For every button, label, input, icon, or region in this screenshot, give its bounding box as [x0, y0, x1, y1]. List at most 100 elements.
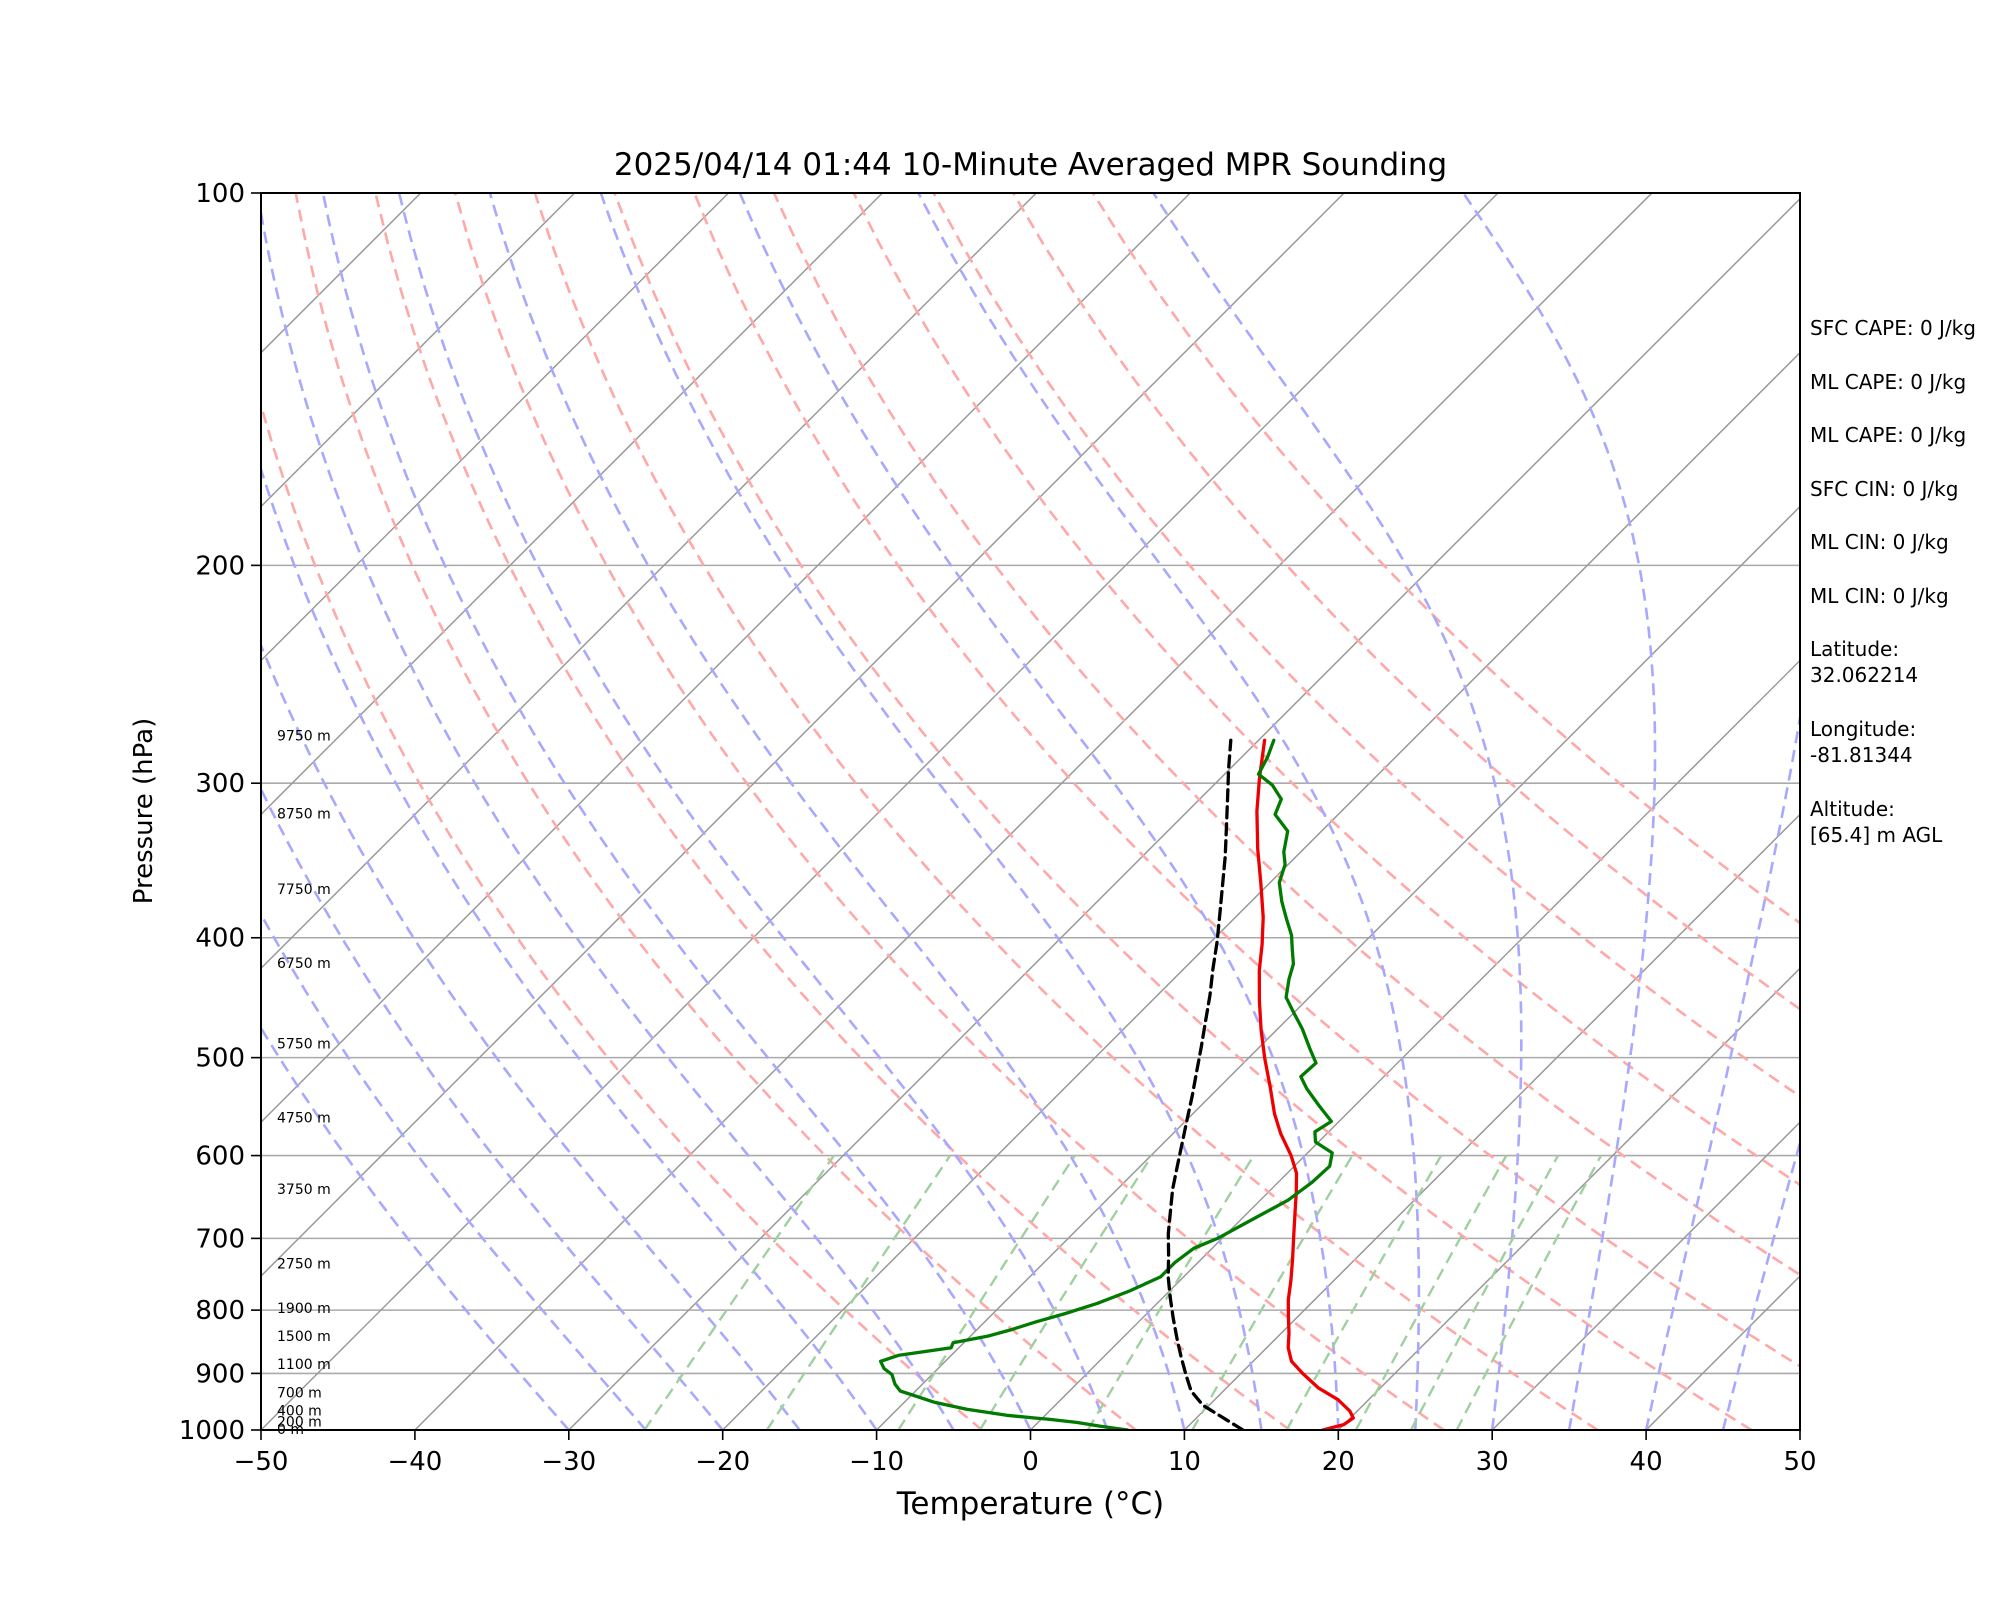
height-label: 1100 m [277, 1357, 331, 1373]
ml-cin: ML CIN: 0 J/kg [1810, 530, 1949, 554]
moist-adiabat-line [397, 193, 1109, 1430]
height-label: 8750 m [277, 807, 331, 823]
moist-adiabat-line [261, 911, 647, 1430]
dry-adiabat-line [693, 193, 1800, 1368]
moist-adiabat-line [917, 193, 1421, 1430]
x-tick-label: 50 [1783, 1447, 1816, 1477]
ml-cape: ML CAPE: 0 J/kg [1810, 369, 1967, 394]
isotherm-line [1183, 813, 1800, 1430]
moist-adiabat-line [1462, 193, 1657, 1430]
dry-adiabat-line [852, 193, 1800, 1187]
dry-adiabat-line [772, 193, 1800, 1277]
isotherm-line [1337, 967, 1800, 1430]
y-tick-label: 900 [195, 1359, 245, 1389]
latitude-value: 32.062214 [1810, 663, 1919, 687]
dry-adiabat-line [294, 193, 1137, 1430]
longitude-label: Longitude: [1810, 717, 1917, 741]
isotherm-line [261, 193, 883, 816]
height-label: 3750 m [277, 1182, 331, 1198]
y-tick-label: 600 [195, 1142, 245, 1172]
mixing-ratio-line [765, 1154, 952, 1430]
dry-adiabat-line [613, 193, 1753, 1430]
sounding-parameters: SFC CAPE: 0 J/kg ML CAPE: 0 J/kg ML CAPE… [1810, 315, 1995, 876]
x-tick-label: −50 [234, 1447, 289, 1477]
mixing-ratio-line [643, 1154, 835, 1430]
isotherm-line [876, 505, 1800, 1430]
sfc-cape: SFC CAPE: 0 J/kg [1810, 316, 1976, 340]
x-tick-label: −10 [849, 1447, 904, 1477]
isotherm-line [261, 193, 1037, 970]
plot-frame [260, 192, 1801, 1431]
height-label: 6750 m [277, 956, 331, 972]
height-labels: 9750 m 8750 m 7750 m 6750 m 5750 m 4750 m 3750… [277, 729, 331, 1439]
x-tick-label: 20 [1322, 1447, 1355, 1477]
mixing-ratio-line [1455, 1155, 1603, 1430]
altitude-block: Altitude: [65.4] m AGL [1810, 796, 1995, 876]
moist-adiabat-line [261, 642, 801, 1430]
moist-adiabat-line [1644, 710, 1800, 1430]
isotherm-line [261, 193, 576, 508]
isotherm-line [414, 193, 1653, 1430]
parcel-path-line [1166, 738, 1245, 1430]
isotherm-line [261, 193, 1345, 1278]
x-tick-label: −30 [541, 1447, 596, 1477]
x-axis-label: Temperature (°C) [896, 1486, 1165, 1522]
longitude-value: -81.81344 [1810, 743, 1913, 767]
moist-adiabat-line [261, 465, 878, 1430]
height-label: 1500 m [277, 1329, 331, 1345]
altitude-label: Altitude: [1810, 797, 1895, 821]
height-label: 9750 m [277, 729, 331, 745]
dry-adiabat-line [374, 193, 1291, 1430]
isotherm-line [261, 193, 730, 662]
isotherm-line [1029, 659, 1800, 1430]
x-tick-label: 10 [1168, 1447, 1201, 1477]
isotherm-line [568, 197, 1800, 1430]
height-label: 700 m [277, 1385, 322, 1401]
y-tick-label: 100 [195, 179, 245, 209]
x-tick-label: −40 [387, 1447, 442, 1477]
y-tick-label: 1000 [179, 1416, 245, 1446]
mixing-ratio-line [978, 1154, 1153, 1430]
altitude-value: [65.4] m AGL [1810, 823, 1943, 847]
latitude-block: Latitude: 32.062214 [1810, 636, 1995, 716]
mixing-ratio-line [1086, 1154, 1255, 1430]
y-tick-label: 400 [195, 924, 245, 954]
height-label: 400 m [277, 1403, 322, 1419]
height-label: 1900 m [277, 1301, 331, 1317]
y-tick-label: 700 [195, 1224, 245, 1254]
y-tick-label: 800 [195, 1296, 245, 1326]
moist-adiabat-line [488, 193, 1186, 1430]
moist-adiabat-line [261, 1025, 570, 1430]
height-label: 2750 m [277, 1257, 331, 1273]
y-tick-label: 500 [195, 1044, 245, 1074]
moist-adiabat-line [599, 193, 1263, 1430]
ml-cape-2: ML CAPE: 0 J/kg [1810, 423, 1967, 447]
isotherm-line [1491, 1121, 1800, 1430]
background-lines [261, 193, 1800, 1430]
x-tick-label: 0 [1022, 1447, 1039, 1477]
y-axis-label: Pressure (hPa) [129, 718, 159, 905]
height-label: 4750 m [277, 1111, 331, 1127]
chart-title: 2025/04/14 01:44 10-Minute Averaged MPR … [614, 147, 1447, 183]
sfc-cin: SFC CIN: 0 J/kg [1810, 476, 1959, 501]
moist-adiabat-line [261, 786, 724, 1430]
ml-cin-2: ML CIN: 0 J/kg [1810, 583, 1949, 608]
mixing-ratio-line [1354, 1155, 1508, 1430]
dry-adiabat-line [533, 193, 1599, 1430]
moist-adiabat-line [321, 193, 1032, 1430]
x-tick-label: 40 [1630, 1447, 1663, 1477]
mixing-ratio-line [1409, 1155, 1560, 1430]
height-label: 5750 m [277, 1037, 331, 1053]
mixing-ratio-line [1285, 1155, 1443, 1430]
mixing-ratio-line [897, 1154, 1076, 1430]
temperature-line [1255, 738, 1355, 1430]
y-tick-label: 200 [195, 551, 245, 581]
height-label: 7750 m [277, 882, 331, 898]
dry-adiabat-line [1091, 193, 1800, 925]
dry-adiabat-line [453, 193, 1445, 1430]
x-tick-label: −20 [695, 1447, 750, 1477]
isotherm-line [261, 193, 1191, 1124]
dry-adiabat-line [261, 400, 983, 1430]
isotherm-line [722, 351, 1800, 1430]
